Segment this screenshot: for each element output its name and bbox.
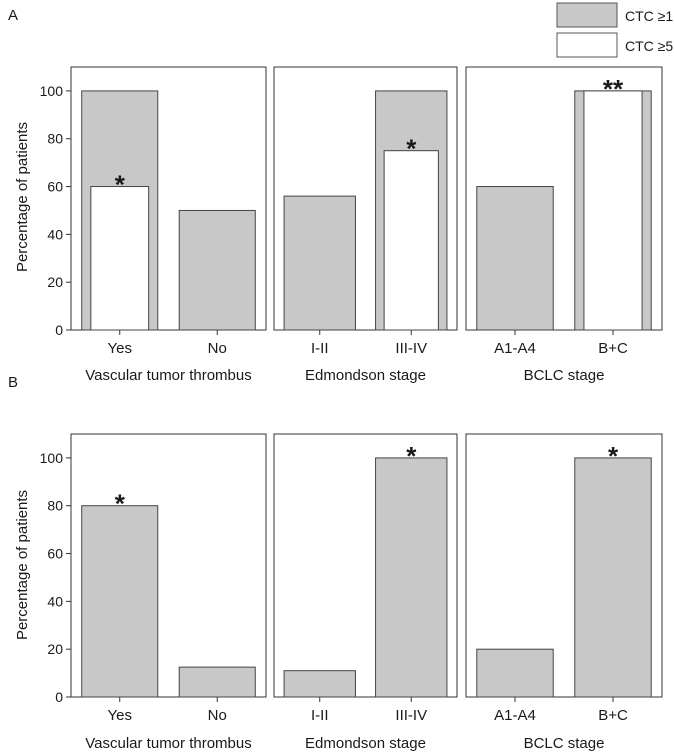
y-tick-label: 80 — [47, 498, 63, 514]
panel-b: B Percentage of patients 0 20 40 60 80 100 Yes *… — [8, 374, 663, 752]
category-label: A1-A4 — [494, 707, 536, 724]
group-label: Vascular tumor thrombus — [85, 367, 251, 384]
group-label: Edmondson stage — [305, 735, 426, 752]
category-label: No — [208, 340, 227, 357]
bar — [476, 186, 554, 331]
bar — [476, 648, 554, 698]
bar — [178, 209, 256, 331]
y-tick-label: 100 — [40, 450, 64, 466]
bar — [375, 457, 448, 698]
significance-star: * — [608, 441, 619, 471]
y-tick-label: 60 — [47, 546, 63, 562]
panel-b-letter: B — [8, 374, 18, 391]
group-label: BCLC stage — [524, 735, 605, 752]
category-label: A1-A4 — [494, 340, 536, 357]
significance-star: ** — [603, 74, 624, 104]
group-0: Yes * No Vascular tumor thrombus — [70, 433, 267, 752]
group-1: I-II III-IV * Edmondson stage — [273, 66, 458, 384]
group-2: A1-A4 B+C * BCLC stage — [465, 433, 663, 752]
bar — [383, 150, 439, 331]
category-label: I-II — [311, 340, 329, 357]
bar — [81, 505, 159, 698]
y-tick-label: 40 — [47, 593, 63, 609]
bar — [583, 90, 643, 331]
y-tick-label: 20 — [47, 641, 63, 657]
legend-swatch-ctc1 — [556, 2, 618, 28]
subplot-frame — [465, 66, 663, 331]
bar — [283, 195, 356, 331]
y-tick-label: 80 — [47, 131, 63, 147]
legend-label-ctc1: CTC ≥1 — [625, 8, 673, 24]
subplot-frame — [273, 433, 458, 698]
category-label: III-IV — [395, 340, 427, 357]
panel-a: A CTC ≥1 CTC ≥5 Percentage of patients 0 2… — [8, 2, 673, 384]
y-tick-label: 0 — [55, 322, 63, 338]
group-label: Edmondson stage — [305, 367, 426, 384]
panel-a-letter: A — [8, 7, 18, 24]
significance-star: * — [115, 170, 126, 200]
significance-star: * — [115, 489, 126, 519]
category-label: B+C — [598, 340, 628, 357]
y-tick-label: 20 — [47, 274, 63, 290]
legend-label-ctc5: CTC ≥5 — [625, 38, 673, 54]
group-label: Vascular tumor thrombus — [85, 735, 251, 752]
y-axis-label: Percentage of patients — [14, 490, 31, 640]
group-label: BCLC stage — [524, 367, 605, 384]
group-1: I-II III-IV * Edmondson stage — [273, 433, 458, 752]
subplot-frame — [70, 433, 267, 698]
y-tick-label: 0 — [55, 689, 63, 705]
y-tick-label: 60 — [47, 179, 63, 195]
y-tick-label: 100 — [40, 83, 64, 99]
category-label: B+C — [598, 707, 628, 724]
y-tick-label: 40 — [47, 226, 63, 242]
category-label: I-II — [311, 707, 329, 724]
category-label: No — [208, 707, 227, 724]
group-0: Yes * No Vascular tumor thrombus — [70, 66, 267, 384]
subplot-frame — [465, 433, 663, 698]
y-axis-label: Percentage of patients — [14, 122, 31, 272]
legend: CTC ≥1 CTC ≥5 — [556, 2, 673, 58]
subplot-frame — [273, 66, 458, 331]
bar — [283, 670, 356, 698]
legend-swatch-ctc5 — [556, 32, 618, 58]
group-2: A1-A4 B+C ** BCLC stage — [465, 66, 663, 384]
bar — [574, 457, 652, 698]
category-label: Yes — [108, 340, 132, 357]
bar — [178, 666, 256, 698]
significance-star: * — [406, 441, 417, 471]
category-label: Yes — [108, 707, 132, 724]
subplot-frame — [70, 66, 267, 331]
category-label: III-IV — [395, 707, 427, 724]
significance-star: * — [406, 134, 417, 164]
bar — [90, 186, 150, 331]
